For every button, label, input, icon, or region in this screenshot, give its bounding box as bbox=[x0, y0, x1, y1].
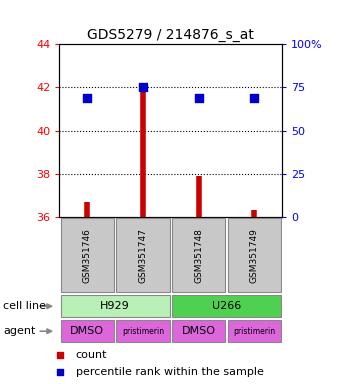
Text: GSM351747: GSM351747 bbox=[138, 228, 148, 283]
Point bbox=[252, 95, 257, 101]
Text: GSM351746: GSM351746 bbox=[83, 228, 92, 283]
Bar bbox=[116, 218, 170, 292]
Bar bbox=[228, 320, 281, 343]
Text: agent: agent bbox=[3, 326, 36, 336]
Text: GSM351749: GSM351749 bbox=[250, 228, 259, 283]
Text: H929: H929 bbox=[100, 301, 130, 311]
Bar bbox=[61, 320, 114, 343]
Point bbox=[85, 95, 90, 101]
Text: percentile rank within the sample: percentile rank within the sample bbox=[76, 366, 264, 377]
Bar bbox=[172, 218, 225, 292]
Text: U266: U266 bbox=[212, 301, 241, 311]
Text: cell line: cell line bbox=[3, 301, 46, 311]
Title: GDS5279 / 214876_s_at: GDS5279 / 214876_s_at bbox=[87, 28, 254, 42]
Bar bbox=[61, 295, 170, 318]
Bar bbox=[172, 295, 281, 318]
Text: GSM351748: GSM351748 bbox=[194, 228, 203, 283]
Bar bbox=[61, 218, 114, 292]
Bar bbox=[172, 320, 225, 343]
Text: pristimerin: pristimerin bbox=[122, 327, 164, 336]
Bar bbox=[116, 320, 170, 343]
Point bbox=[196, 95, 201, 101]
Point bbox=[140, 84, 146, 91]
Bar bbox=[228, 218, 281, 292]
Text: DMSO: DMSO bbox=[182, 326, 216, 336]
Text: count: count bbox=[76, 350, 107, 360]
Point bbox=[58, 369, 63, 375]
Point bbox=[58, 352, 63, 358]
Text: pristimerin: pristimerin bbox=[233, 327, 275, 336]
Text: DMSO: DMSO bbox=[70, 326, 104, 336]
